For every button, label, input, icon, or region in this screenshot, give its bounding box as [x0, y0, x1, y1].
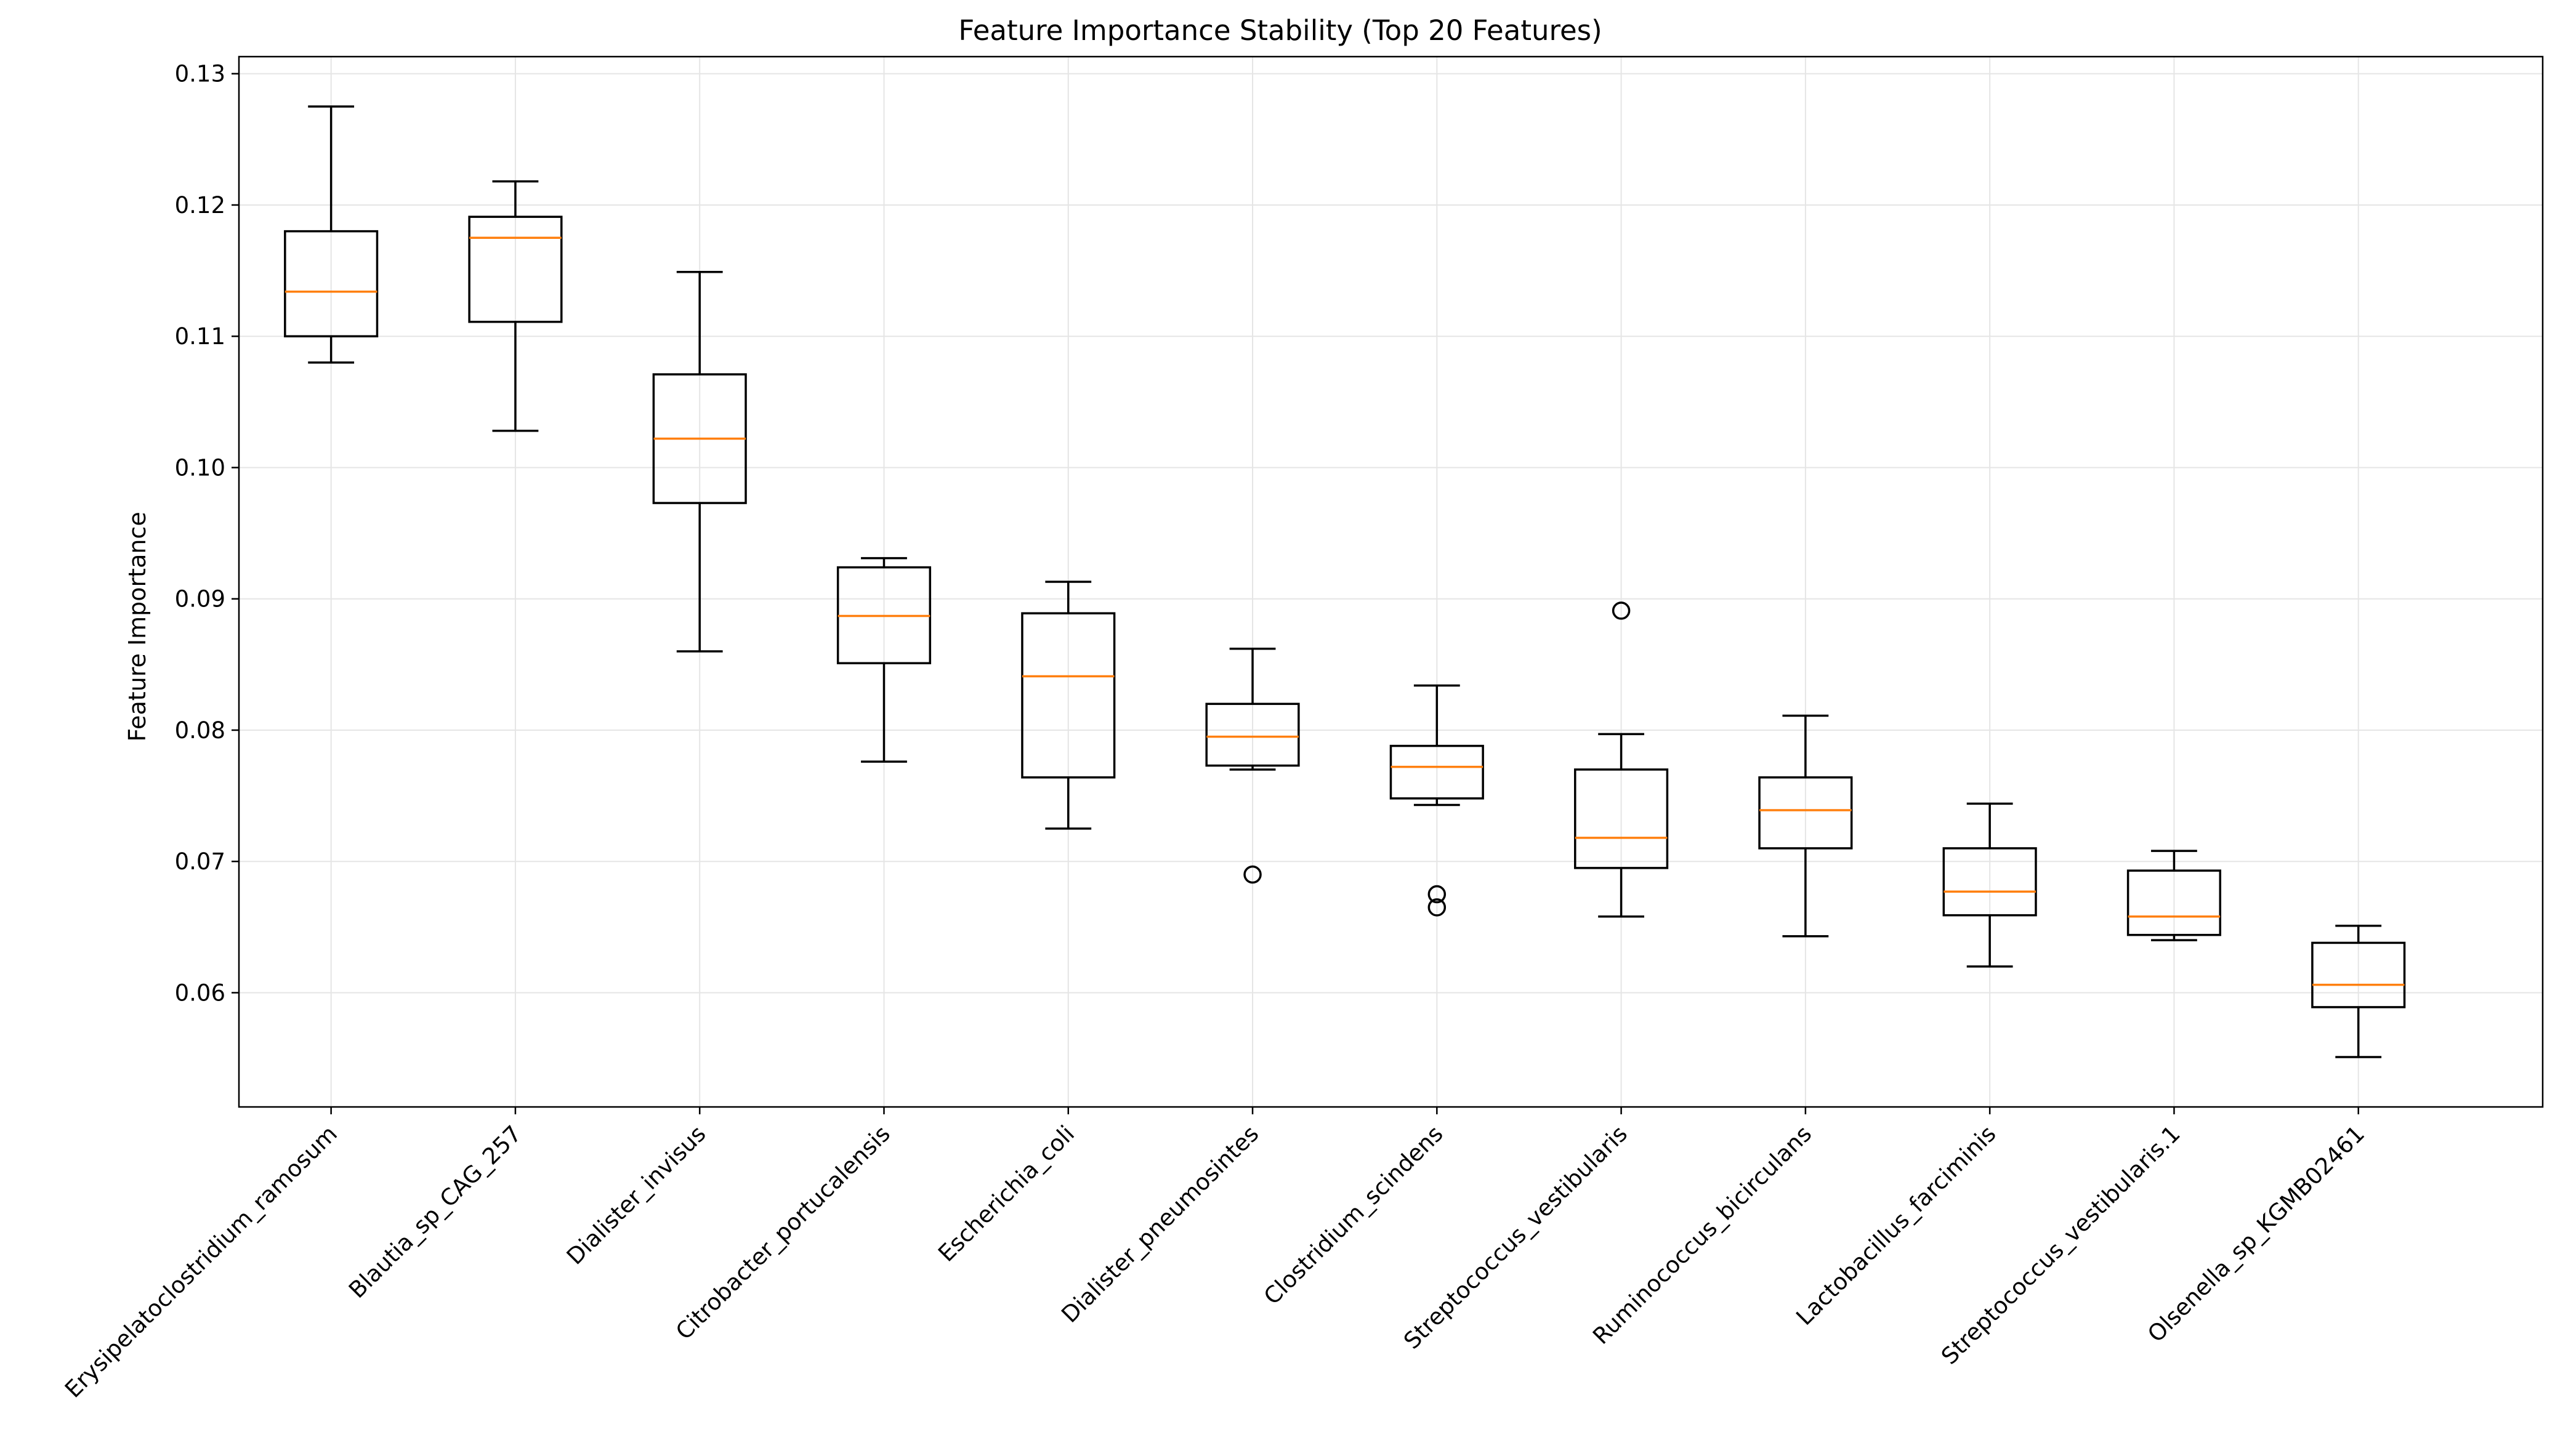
chart-title: Feature Importance Stability (Top 20 Fea…	[958, 14, 1602, 47]
x-tick-label: Lactobacillus_farciminis	[1791, 1120, 2001, 1330]
y-tick-label: 0.06	[175, 979, 225, 1006]
x-tick-label: Clostridium_scindens	[1259, 1120, 1448, 1310]
y-tick-label: 0.08	[175, 717, 225, 744]
axis-layer: 0.06 0.07 0.08 0.09 0.10 0.11 0.12 0.13 Erysipel…	[60, 61, 2370, 1403]
x-tick-label: Ruminococcus_bicirculans	[1588, 1120, 1817, 1349]
outlier-point	[1612, 601, 1631, 620]
iqr-box	[1205, 702, 1300, 767]
box-3	[652, 270, 747, 653]
y-axis-label: Feature Importance	[124, 512, 151, 741]
box-6	[1205, 648, 1300, 884]
iqr-box	[1942, 847, 2037, 917]
iqr-box	[1758, 776, 1853, 850]
box-11	[2126, 850, 2222, 941]
box-layer	[284, 105, 2406, 1058]
y-tick-label: 0.11	[175, 323, 225, 350]
grid-layer	[239, 57, 2543, 1107]
box-10	[1942, 802, 2037, 968]
box-4	[836, 557, 932, 763]
y-tick-label: 0.13	[175, 61, 225, 87]
x-tick-label: Blautia_sp_CAG_257	[344, 1120, 527, 1303]
iqr-box	[1389, 744, 1484, 800]
iqr-box	[2126, 869, 2222, 936]
box-9	[1758, 714, 1853, 938]
outlier-point	[1243, 865, 1262, 884]
y-tick-label: 0.12	[175, 192, 225, 219]
y-tick-label: 0.07	[175, 848, 225, 875]
x-tick-label: Erysipelatoclostridium_ramosum	[60, 1120, 342, 1403]
outlier-point	[1427, 885, 1447, 904]
box-2	[468, 180, 563, 432]
iqr-box	[468, 215, 563, 323]
x-tick-label: Dialister_invisus	[562, 1120, 711, 1270]
y-tick-label: 0.10	[175, 454, 225, 481]
box-1	[284, 105, 379, 364]
box-12	[2311, 924, 2406, 1058]
iqr-box	[1021, 612, 1116, 779]
x-tick-label: Olsenella_sp_KGMB02461	[2142, 1120, 2370, 1348]
box-8	[1574, 601, 1669, 918]
x-tick-label: Streptococcus_vestibularis	[1399, 1120, 1633, 1354]
box-5	[1021, 581, 1116, 830]
y-tick-label: 0.09	[175, 586, 225, 613]
plot-area-frame	[238, 55, 2544, 1108]
iqr-box	[2311, 941, 2406, 1008]
box-7	[1389, 684, 1484, 917]
x-tick-label: Dialister_pneumosintes	[1056, 1120, 1264, 1328]
x-tick-label: Citrobacter_portucalensis	[671, 1120, 895, 1345]
outlier-point	[1427, 898, 1447, 917]
iqr-box	[1574, 768, 1669, 869]
iqr-box	[284, 230, 379, 337]
x-tick-label: Escherichia_coli	[933, 1120, 1080, 1267]
